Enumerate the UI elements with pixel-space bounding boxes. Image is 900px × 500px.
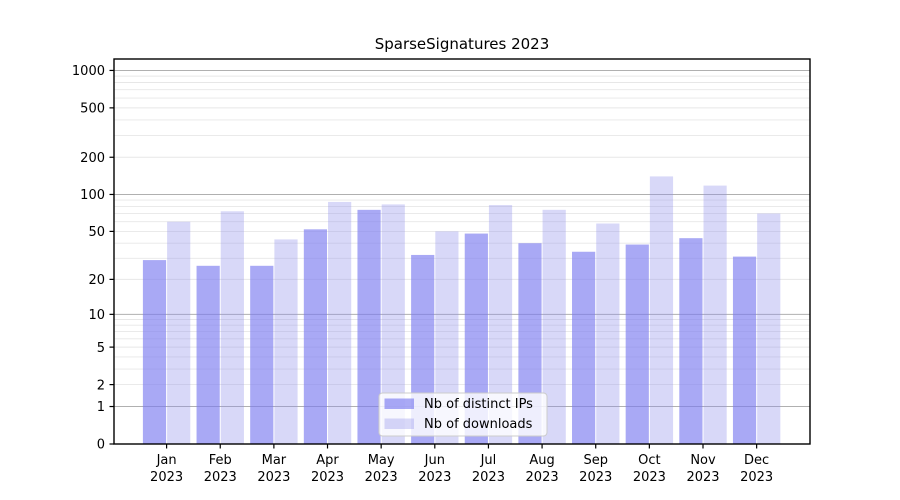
legend-swatch-distinct-ips <box>384 398 414 409</box>
x-tick-label-month: Jan <box>156 453 177 468</box>
y-tick-label: 0 <box>97 438 105 453</box>
y-tick-label: 500 <box>80 102 105 117</box>
plot-border <box>113 58 811 445</box>
x-tick-label-year: 2023 <box>418 470 451 485</box>
bar-downloads-apr <box>328 201 352 444</box>
bar-distinct-ips-oct <box>625 244 649 444</box>
x-tick-label-year: 2023 <box>633 470 666 485</box>
x-tick-label-year: 2023 <box>150 470 183 485</box>
x-tick-label-month: Nov <box>690 453 716 468</box>
bar-downloads-jan <box>167 221 191 444</box>
axes-group: 0 1 2 5 10 20 50 100 200 500 1000 Jan 2023 Feb 2023 Mar… <box>72 58 811 485</box>
x-tick-label-month: Apr <box>316 453 339 468</box>
x-tick-label-month: Mar <box>262 453 287 468</box>
bar-downloads-jul <box>488 205 513 444</box>
x-tick-label-year: 2023 <box>740 470 773 485</box>
bar-distinct-ips-apr <box>303 229 328 444</box>
x-tick-label-year: 2023 <box>204 470 237 485</box>
y-tick-label: 100 <box>80 188 105 203</box>
bar-downloads-oct <box>649 176 674 444</box>
bar-downloads-feb <box>220 211 244 444</box>
x-tick-label-year: 2023 <box>472 470 505 485</box>
bar-downloads-mar <box>274 239 298 444</box>
chart-title: SparseSignatures 2023 <box>374 35 550 53</box>
x-tick-label-year: 2023 <box>257 470 290 485</box>
bar-distinct-ips-dec <box>732 256 757 444</box>
bar-downloads-dec <box>757 213 781 444</box>
x-tick-label-year: 2023 <box>686 470 719 485</box>
bar-downloads-nov <box>703 185 727 444</box>
bar-downloads-aug <box>542 209 566 444</box>
bar-distinct-ips-nov <box>679 238 703 444</box>
bar-distinct-ips-feb <box>196 265 220 444</box>
legend-box <box>378 392 548 437</box>
y-tick-label: 1000 <box>72 64 105 79</box>
y-tick-label: 50 <box>88 225 105 240</box>
legend-group: Nb of distinct IPs Nb of downloads <box>378 392 548 437</box>
bar-distinct-ips-mar <box>250 265 274 444</box>
x-tick-label-month: Jun <box>424 453 445 468</box>
legend-label-distinct-ips: Nb of distinct IPs <box>424 397 533 412</box>
x-tick-label-month: Jul <box>480 453 497 468</box>
x-tick-label-month: Oct <box>638 453 660 468</box>
y-tick-label: 2 <box>97 378 105 393</box>
bars-group <box>142 176 781 444</box>
x-tick-label-month: May <box>368 453 395 468</box>
legend-swatch-downloads <box>384 418 414 429</box>
x-tick-label-month: Dec <box>744 453 769 468</box>
bar-distinct-ips-sep <box>572 251 596 444</box>
x-tick-label-year: 2023 <box>579 470 612 485</box>
x-tick-label-month: Sep <box>583 453 608 468</box>
y-tick-label: 5 <box>97 341 105 356</box>
x-tick-label-month: Aug <box>529 453 554 468</box>
x-tick-label-month: Feb <box>209 453 232 468</box>
bar-distinct-ips-jul <box>464 233 488 444</box>
y-tick-label: 1 <box>97 400 105 415</box>
x-tick-label-year: 2023 <box>526 470 559 485</box>
bar-downloads-jun <box>435 231 459 444</box>
bar-downloads-may <box>381 204 405 444</box>
x-tick-label-year: 2023 <box>365 470 398 485</box>
y-tick-label: 200 <box>80 151 105 166</box>
bar-downloads-sep <box>596 223 620 444</box>
bar-distinct-ips-may <box>357 209 381 444</box>
y-tick-label: 20 <box>88 273 105 288</box>
x-tick-label-year: 2023 <box>311 470 344 485</box>
bar-distinct-ips-jan <box>142 260 167 444</box>
y-tick-label: 10 <box>88 308 105 323</box>
legend-label-downloads: Nb of downloads <box>424 417 533 432</box>
